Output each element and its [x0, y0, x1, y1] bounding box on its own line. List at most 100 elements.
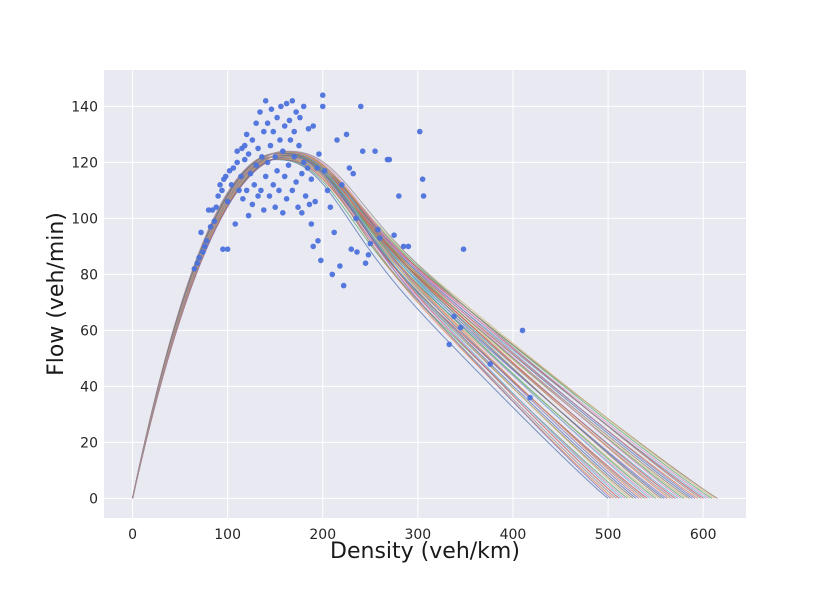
scatter-point — [396, 193, 402, 199]
y-tick-label: 80 — [80, 267, 98, 283]
scatter-point — [527, 394, 533, 401]
scatter-point — [245, 212, 252, 219]
scatter-point — [346, 165, 353, 171]
scatter-point — [238, 173, 244, 180]
scatter-point — [315, 238, 321, 244]
scatter-point — [319, 92, 326, 98]
scatter-point — [270, 182, 277, 188]
scatter-point — [243, 131, 250, 138]
scatter-point — [302, 193, 309, 199]
scatter-point — [419, 176, 426, 182]
scatter-point — [245, 151, 252, 157]
x-tick-label: 500 — [595, 527, 622, 543]
scatter-point — [286, 117, 293, 124]
scatter-point — [215, 193, 221, 199]
fitted-curve — [132, 153, 671, 499]
scatter-point — [312, 198, 318, 205]
scatter-point — [310, 123, 317, 129]
x-tick-label: 300 — [404, 527, 431, 543]
scatter-point — [255, 145, 261, 152]
y-tick-label: 60 — [80, 323, 98, 339]
scatter-point — [297, 114, 303, 121]
scatter-point — [259, 154, 265, 160]
scatter-point — [287, 137, 294, 143]
scatter-point — [283, 196, 290, 202]
scatter-point — [350, 170, 356, 177]
scatter-point — [253, 120, 259, 126]
x-axis-ticks: 0 100 200 300 400 500 600 — [128, 527, 716, 543]
scatter-point — [300, 159, 307, 166]
scatter-point — [327, 204, 334, 210]
scatter-point — [196, 254, 202, 261]
scatter-point — [318, 257, 324, 264]
scatter-point — [446, 341, 453, 348]
scatter-point — [299, 170, 305, 177]
scatter-point — [262, 173, 269, 180]
scatter-point — [247, 170, 254, 177]
scatter-point — [272, 154, 279, 160]
scatter-point — [234, 159, 240, 166]
scatter-point — [340, 282, 347, 289]
scatter-point — [228, 182, 235, 188]
scatter-point — [203, 238, 210, 244]
scatter-point — [305, 126, 312, 132]
y-tick-label: 100 — [71, 211, 98, 227]
scatter-point — [338, 182, 345, 188]
scatter-point — [236, 187, 242, 194]
scatter-point — [207, 224, 214, 230]
scatter-point — [487, 361, 493, 367]
scatter-point — [249, 201, 256, 208]
scatter-point — [280, 148, 286, 154]
scatter-point — [194, 260, 201, 267]
scatter-point — [367, 240, 374, 247]
scatter-point — [291, 128, 298, 135]
scatter-point — [241, 142, 248, 149]
scatter-point — [276, 187, 282, 194]
scatter-point — [217, 182, 223, 188]
scatter-point — [420, 193, 427, 199]
y-tick-label: 140 — [71, 99, 98, 115]
scatter-point — [306, 201, 313, 208]
scatter-point — [280, 210, 286, 216]
scatter-point — [241, 156, 248, 163]
scatter-point — [213, 204, 220, 210]
scatter-point — [260, 207, 267, 213]
scatter-point — [293, 179, 299, 185]
scatter-point — [362, 260, 369, 267]
y-axis-ticks: 0 20 40 60 80 100 120 140 — [71, 99, 98, 507]
scatter-point — [281, 173, 288, 180]
y-tick-label: 20 — [80, 435, 98, 451]
scatter-point — [308, 221, 315, 227]
scatter-point — [329, 271, 336, 278]
x-tick-label: 200 — [309, 527, 336, 543]
scatter-point — [251, 182, 258, 188]
scatter-point — [234, 148, 240, 154]
scatter-point — [337, 263, 343, 269]
scatter-point — [281, 123, 288, 129]
y-tick-label: 120 — [71, 155, 98, 171]
scatter-point — [253, 162, 259, 168]
x-tick-label: 100 — [214, 527, 241, 543]
scatter-point — [277, 137, 283, 143]
scatter-point — [255, 193, 261, 199]
scatter-point — [262, 98, 269, 104]
scatter-point — [240, 196, 246, 202]
scatter-point — [289, 98, 296, 104]
scatter-point — [451, 313, 457, 320]
scatter-point — [266, 193, 273, 199]
scatter-point — [202, 243, 208, 250]
scatter-point — [191, 266, 198, 272]
scatter-point — [405, 243, 412, 250]
x-tick-label: 600 — [690, 527, 717, 543]
scatter-point — [224, 246, 231, 252]
scatter-point — [300, 103, 307, 110]
scatter-point — [519, 327, 526, 334]
scatter-point — [220, 246, 226, 252]
scatter-point — [365, 252, 372, 258]
scatter-point — [198, 229, 204, 236]
scatter-point — [354, 249, 360, 255]
scatter-point — [295, 204, 301, 210]
scatter-point — [391, 232, 397, 238]
scatter-point — [283, 100, 290, 107]
x-tick-label: 0 — [128, 527, 137, 543]
